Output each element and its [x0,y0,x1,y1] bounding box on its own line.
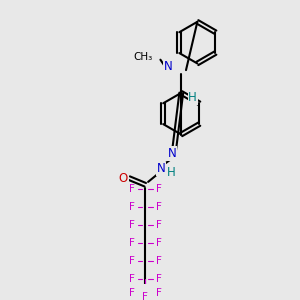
Text: CH₃: CH₃ [134,52,153,62]
Text: F: F [156,256,161,266]
Text: F: F [129,256,135,266]
Text: F: F [156,184,161,194]
Text: F: F [156,274,161,284]
Text: N: N [167,147,176,160]
Text: F: F [156,220,161,230]
Text: O: O [119,172,128,184]
Text: F: F [129,220,135,230]
Text: F: F [129,238,135,248]
Text: H: H [167,166,175,179]
Text: F: F [129,202,135,212]
Text: F: F [156,202,161,212]
Text: F: F [142,292,148,300]
Text: N: N [157,162,166,175]
Text: F: F [156,238,161,248]
Text: F: F [129,184,135,194]
Text: H: H [188,91,197,104]
Text: F: F [129,274,135,284]
Text: F: F [129,288,135,298]
Text: N: N [164,60,172,73]
Text: F: F [156,288,161,298]
